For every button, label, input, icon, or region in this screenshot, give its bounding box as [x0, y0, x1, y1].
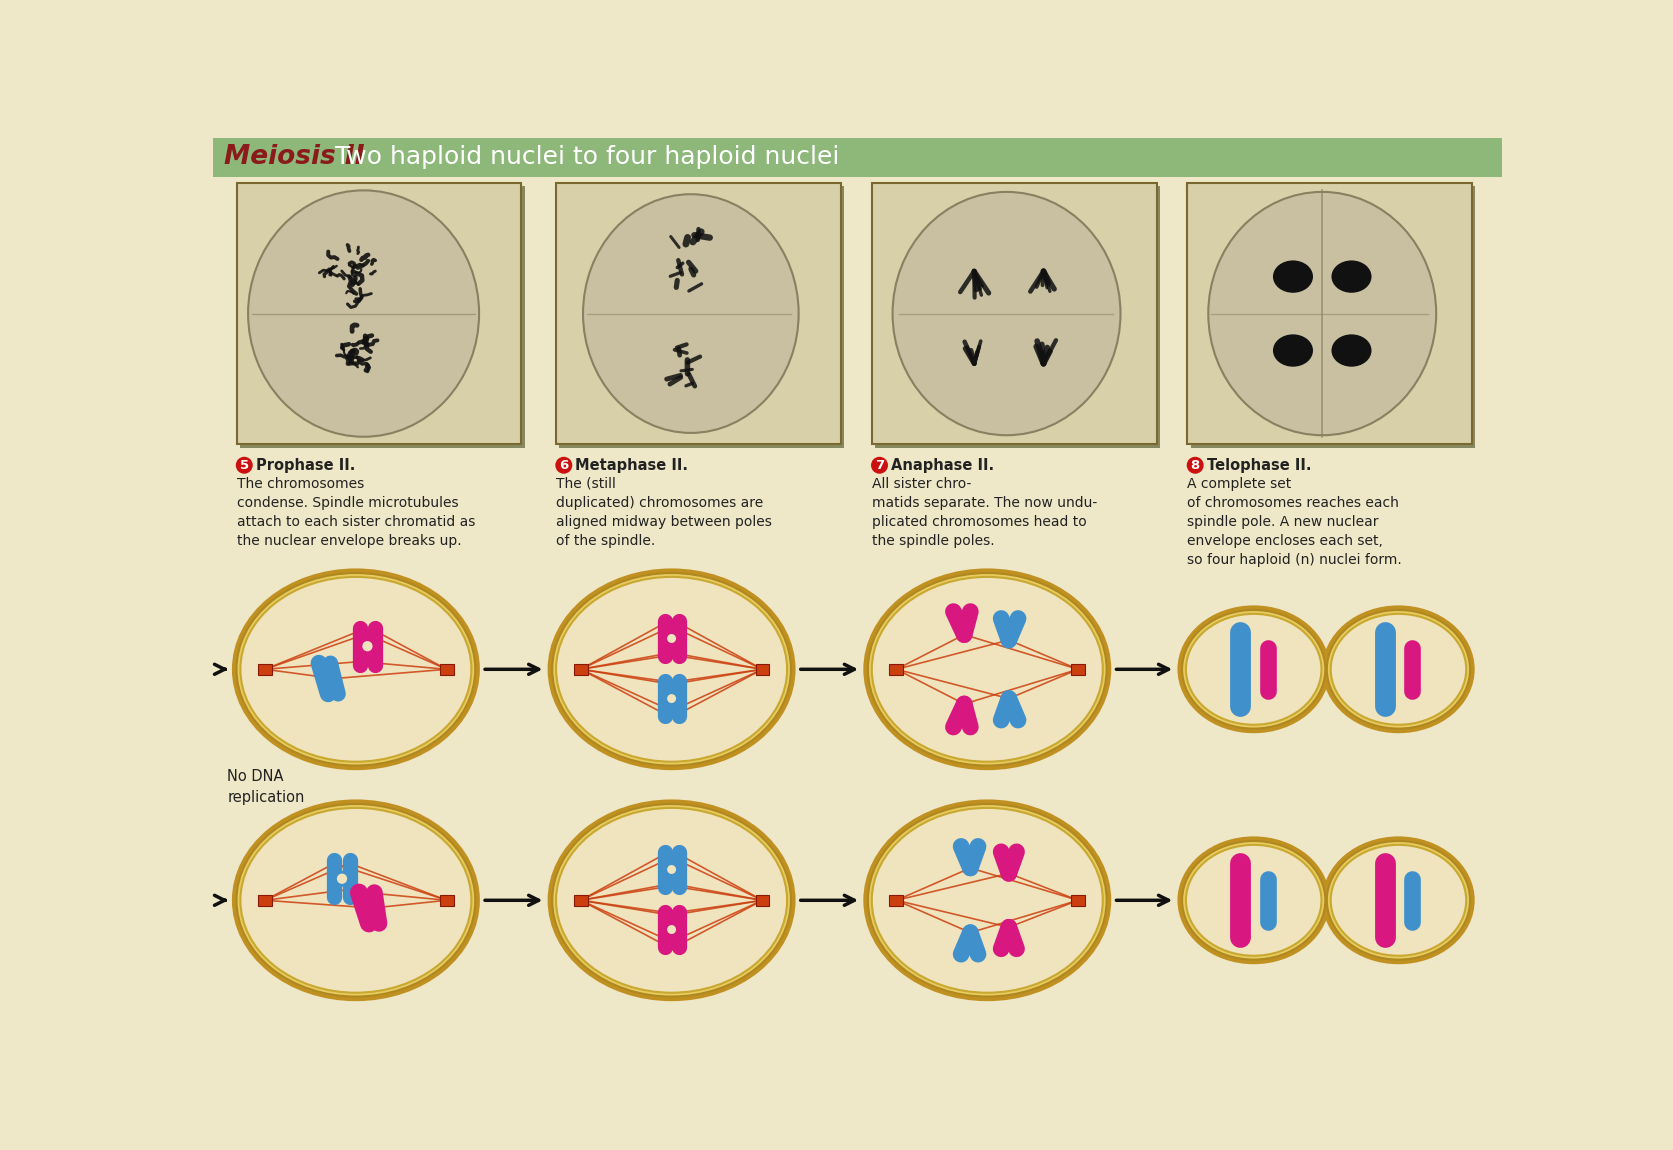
Ellipse shape — [863, 799, 1111, 1002]
Ellipse shape — [1176, 605, 1328, 734]
Ellipse shape — [867, 573, 1106, 766]
FancyBboxPatch shape — [258, 895, 271, 906]
Ellipse shape — [1208, 192, 1435, 435]
Ellipse shape — [1330, 614, 1466, 724]
Text: Meiosis II: Meiosis II — [224, 144, 365, 170]
Bar — [236, 183, 520, 444]
Ellipse shape — [1181, 841, 1325, 959]
FancyBboxPatch shape — [755, 895, 770, 906]
FancyBboxPatch shape — [755, 664, 770, 675]
FancyBboxPatch shape — [1071, 664, 1084, 675]
FancyBboxPatch shape — [574, 664, 587, 675]
Bar — [212, 138, 1502, 176]
Text: The chromosomes
condense. Spindle microtubules
attach to each sister chromatid a: The chromosomes condense. Spindle microt… — [236, 477, 475, 547]
Text: Telophase II.: Telophase II. — [1206, 458, 1310, 473]
Circle shape — [666, 692, 678, 705]
Circle shape — [1186, 457, 1203, 474]
Bar — [1190, 186, 1474, 447]
FancyBboxPatch shape — [574, 895, 587, 906]
Ellipse shape — [241, 577, 472, 761]
Text: No DNA
replication: No DNA replication — [228, 769, 304, 805]
Ellipse shape — [1271, 335, 1312, 367]
Ellipse shape — [867, 804, 1106, 997]
Circle shape — [666, 864, 678, 875]
Ellipse shape — [552, 804, 790, 997]
FancyBboxPatch shape — [1071, 895, 1084, 906]
Text: 7: 7 — [875, 459, 883, 471]
Circle shape — [870, 457, 887, 474]
Text: Prophase II.: Prophase II. — [256, 458, 355, 473]
Ellipse shape — [1184, 845, 1320, 956]
FancyBboxPatch shape — [258, 664, 271, 675]
Circle shape — [361, 639, 373, 653]
Text: All sister chro-
matids separate. The now undu-
plicated chromosomes head to
the: All sister chro- matids separate. The no… — [872, 477, 1096, 547]
Circle shape — [666, 632, 678, 644]
Bar — [239, 186, 524, 447]
Ellipse shape — [1330, 845, 1466, 956]
Ellipse shape — [872, 577, 1103, 761]
Text: The (still
duplicated) chromosomes are
aligned midway between poles
of the spind: The (still duplicated) chromosomes are a… — [555, 477, 771, 547]
Ellipse shape — [1184, 614, 1320, 724]
FancyBboxPatch shape — [440, 895, 453, 906]
Bar — [1186, 183, 1472, 444]
Text: Anaphase II.: Anaphase II. — [890, 458, 994, 473]
Ellipse shape — [1181, 610, 1325, 729]
Bar — [555, 183, 840, 444]
Ellipse shape — [863, 568, 1111, 771]
Text: 5: 5 — [239, 459, 249, 471]
Circle shape — [335, 872, 348, 886]
FancyBboxPatch shape — [888, 895, 903, 906]
Ellipse shape — [248, 191, 478, 437]
Text: A complete set
of chromosomes reaches each
spindle pole. A new nuclear
envelope : A complete set of chromosomes reaches ea… — [1186, 477, 1402, 567]
Ellipse shape — [1322, 836, 1474, 964]
Ellipse shape — [233, 568, 480, 771]
Circle shape — [666, 923, 678, 935]
Bar — [875, 186, 1159, 447]
Text: Metaphase II.: Metaphase II. — [576, 458, 688, 473]
Ellipse shape — [555, 808, 786, 992]
Ellipse shape — [552, 573, 790, 766]
Text: 6: 6 — [559, 459, 569, 471]
Ellipse shape — [1327, 841, 1469, 959]
Ellipse shape — [1176, 836, 1328, 964]
Ellipse shape — [1327, 610, 1469, 729]
Ellipse shape — [236, 804, 475, 997]
Ellipse shape — [236, 573, 475, 766]
Ellipse shape — [233, 799, 480, 1002]
Ellipse shape — [547, 799, 795, 1002]
Ellipse shape — [1330, 260, 1370, 293]
Ellipse shape — [582, 194, 798, 432]
Ellipse shape — [241, 808, 472, 992]
FancyBboxPatch shape — [440, 664, 453, 675]
Circle shape — [236, 457, 253, 474]
FancyBboxPatch shape — [888, 664, 903, 675]
Ellipse shape — [892, 192, 1119, 435]
Ellipse shape — [555, 577, 786, 761]
Ellipse shape — [1271, 260, 1312, 293]
Text: 8: 8 — [1190, 459, 1200, 471]
Ellipse shape — [547, 568, 795, 771]
Ellipse shape — [1330, 335, 1370, 367]
Circle shape — [555, 457, 572, 474]
Ellipse shape — [872, 808, 1103, 992]
Bar — [872, 183, 1156, 444]
Ellipse shape — [1322, 605, 1474, 734]
Bar — [559, 186, 843, 447]
Text: Two haploid nuclei to four haploid nuclei: Two haploid nuclei to four haploid nucle… — [335, 145, 838, 169]
